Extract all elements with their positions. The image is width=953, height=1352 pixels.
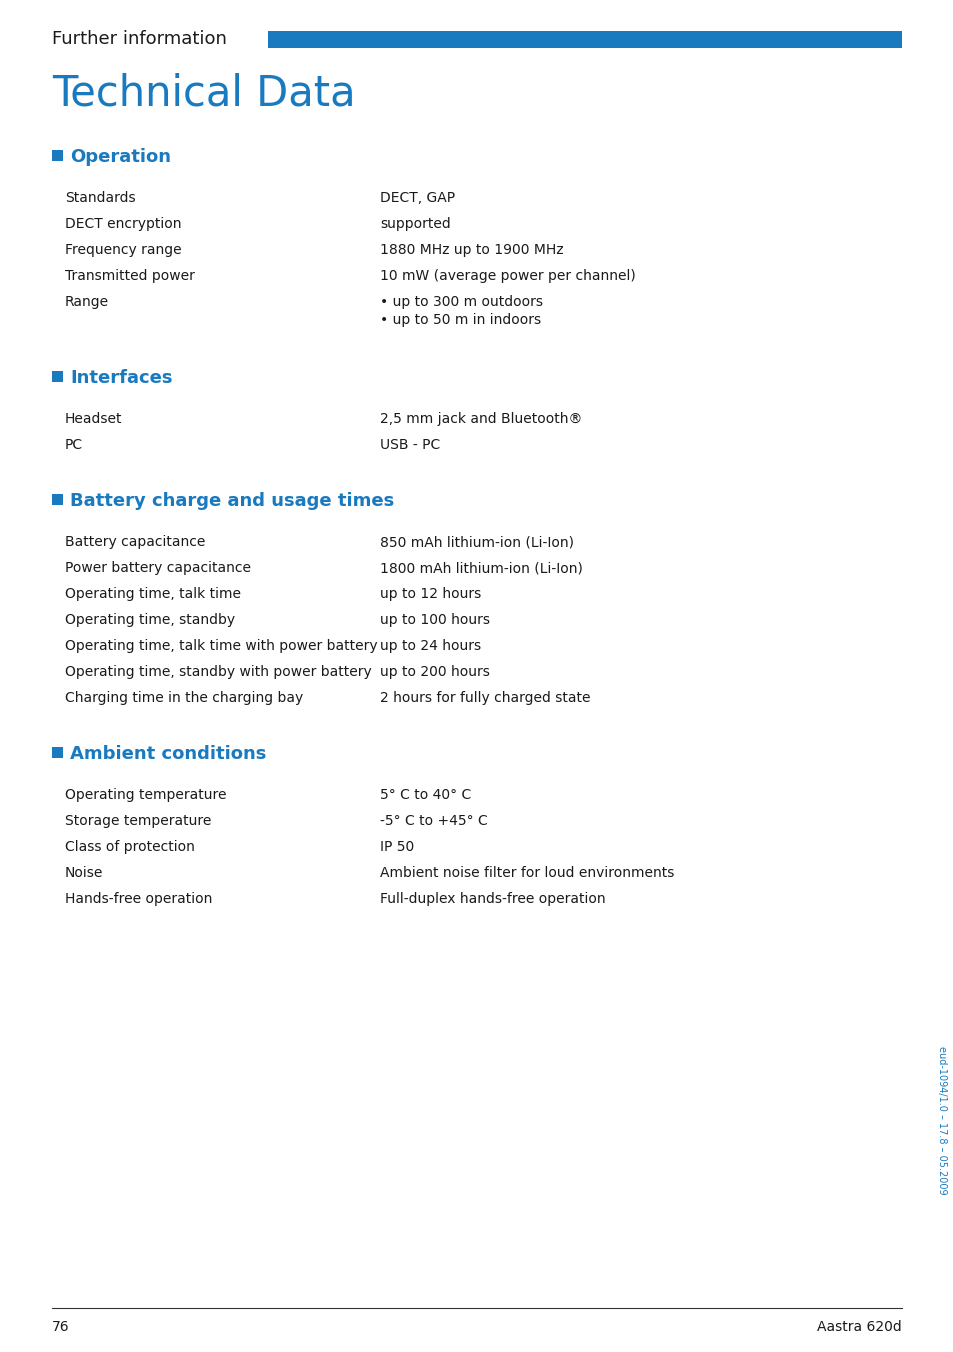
Text: Range: Range — [65, 295, 109, 310]
Text: DECT, GAP: DECT, GAP — [379, 191, 455, 206]
Text: Operating time, standby with power battery: Operating time, standby with power batte… — [65, 665, 372, 679]
Text: supported: supported — [379, 218, 450, 231]
Text: Aastra 620d: Aastra 620d — [817, 1320, 901, 1334]
Bar — [268, 31, 901, 49]
Text: 76: 76 — [52, 1320, 70, 1334]
Text: Full-duplex hands-free operation: Full-duplex hands-free operation — [379, 892, 605, 906]
Bar — [52, 370, 63, 383]
Text: up to 12 hours: up to 12 hours — [379, 587, 480, 602]
Bar — [52, 748, 63, 758]
Text: 2,5 mm jack and Bluetooth®: 2,5 mm jack and Bluetooth® — [379, 412, 581, 426]
Text: 1880 MHz up to 1900 MHz: 1880 MHz up to 1900 MHz — [379, 243, 563, 257]
Text: Technical Data: Technical Data — [52, 72, 355, 114]
Text: Operating temperature: Operating temperature — [65, 788, 226, 802]
Text: Further information: Further information — [52, 30, 227, 49]
Text: IP 50: IP 50 — [379, 840, 414, 854]
Text: eud-1094/1.0 – 17.8 – 05.2009: eud-1094/1.0 – 17.8 – 05.2009 — [936, 1045, 946, 1194]
Text: Noise: Noise — [65, 867, 103, 880]
Text: Operation: Operation — [70, 147, 171, 166]
Text: Headset: Headset — [65, 412, 122, 426]
Text: Operating time, standby: Operating time, standby — [65, 612, 234, 627]
Text: 1800 mAh lithium-ion (Li-Ion): 1800 mAh lithium-ion (Li-Ion) — [379, 561, 582, 575]
Text: Ambient conditions: Ambient conditions — [70, 745, 266, 763]
Text: 2 hours for fully charged state: 2 hours for fully charged state — [379, 691, 590, 704]
Text: Operating time, talk time: Operating time, talk time — [65, 587, 241, 602]
Text: Operating time, talk time with power battery: Operating time, talk time with power bat… — [65, 639, 377, 653]
Text: Storage temperature: Storage temperature — [65, 814, 212, 827]
Bar — [52, 493, 63, 506]
Text: 850 mAh lithium-ion (Li-Ion): 850 mAh lithium-ion (Li-Ion) — [379, 535, 574, 549]
Text: up to 100 hours: up to 100 hours — [379, 612, 490, 627]
Text: Charging time in the charging bay: Charging time in the charging bay — [65, 691, 303, 704]
Text: Transmitted power: Transmitted power — [65, 269, 194, 283]
Text: up to 200 hours: up to 200 hours — [379, 665, 489, 679]
Text: Power battery capacitance: Power battery capacitance — [65, 561, 251, 575]
Text: -5° C to +45° C: -5° C to +45° C — [379, 814, 487, 827]
Text: 10 mW (average power per channel): 10 mW (average power per channel) — [379, 269, 635, 283]
Text: • up to 50 m in indoors: • up to 50 m in indoors — [379, 314, 540, 327]
Text: Ambient noise filter for loud environments: Ambient noise filter for loud environmen… — [379, 867, 674, 880]
Text: Battery charge and usage times: Battery charge and usage times — [70, 492, 394, 510]
Text: PC: PC — [65, 438, 83, 452]
Text: Standards: Standards — [65, 191, 135, 206]
Text: DECT encryption: DECT encryption — [65, 218, 181, 231]
Text: Class of protection: Class of protection — [65, 840, 194, 854]
Text: • up to 300 m outdoors: • up to 300 m outdoors — [379, 295, 542, 310]
Text: up to 24 hours: up to 24 hours — [379, 639, 480, 653]
Text: USB - PC: USB - PC — [379, 438, 439, 452]
Text: Hands-free operation: Hands-free operation — [65, 892, 213, 906]
Text: Battery capacitance: Battery capacitance — [65, 535, 205, 549]
Text: 5° C to 40° C: 5° C to 40° C — [379, 788, 471, 802]
Bar — [52, 150, 63, 161]
Text: Frequency range: Frequency range — [65, 243, 181, 257]
Text: Interfaces: Interfaces — [70, 369, 172, 387]
